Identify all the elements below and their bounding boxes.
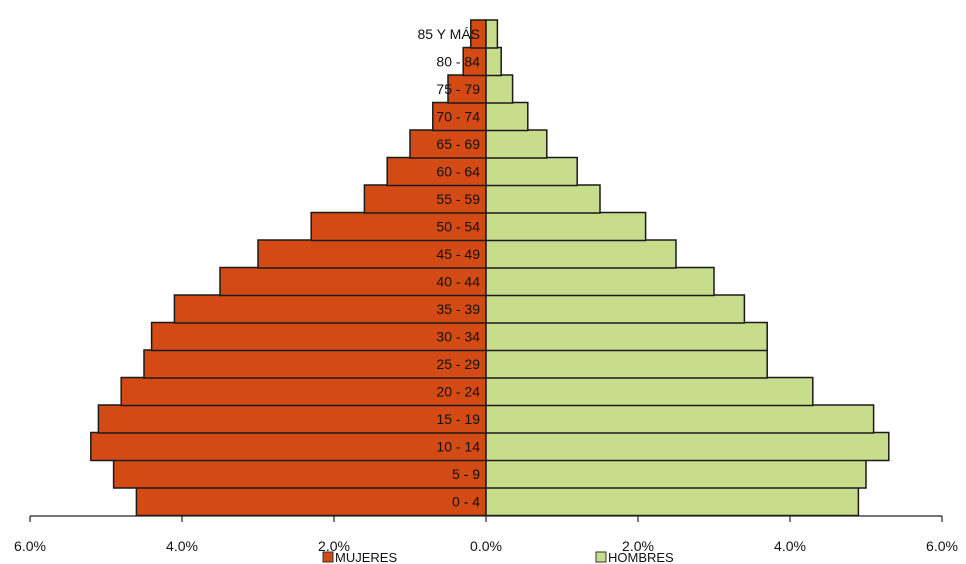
x-axis-ticks: 6.0% 4.0% 2.0% 0.0% 2.0% 4.0% 6.0% <box>14 516 958 554</box>
bar-hombres-10 <box>485 211 647 242</box>
bar-mujeres-3 <box>97 404 487 434</box>
bar-hombres-14 <box>485 101 529 132</box>
bar-mujeres-4 <box>120 376 487 407</box>
bar-hombres-5 <box>485 349 768 379</box>
bar-mujeres-14 <box>432 101 487 132</box>
bar-hombres-0 <box>485 486 860 517</box>
bar-mujeres-5 <box>143 349 487 379</box>
x-tick-label-0: 6.0% <box>14 538 46 554</box>
bar-hombres-6 <box>485 321 768 352</box>
bar-hombres-1 <box>485 459 867 489</box>
age-label-3: 15 - 19 <box>436 411 480 427</box>
x-tick-label-5: 4.0% <box>774 538 806 554</box>
bar-hombres-11 <box>485 184 601 214</box>
age-label-13: 65 - 69 <box>436 136 480 152</box>
bar-mujeres-11 <box>363 184 487 214</box>
age-label-16: 80 - 84 <box>436 53 480 69</box>
age-label-10: 50 - 54 <box>436 218 480 234</box>
legend-swatch-hombres <box>595 551 607 563</box>
bar-mujeres-12 <box>386 156 487 187</box>
bar-hombres-17 <box>485 19 499 49</box>
legend-swatch-mujeres <box>322 551 334 563</box>
age-label-6: 30 - 34 <box>436 328 480 344</box>
age-label-1: 5 - 9 <box>452 466 480 482</box>
x-tick-label-4: 2.0% <box>622 538 654 554</box>
age-label-15: 75 - 79 <box>436 81 480 97</box>
age-label-7: 35 - 39 <box>436 301 480 317</box>
bar-hombres-3 <box>485 404 875 434</box>
bar-mujeres-13 <box>409 129 487 159</box>
age-label-2: 10 - 14 <box>436 438 480 454</box>
bar-hombres-4 <box>485 376 814 407</box>
age-label-0: 0 - 4 <box>452 493 480 509</box>
bar-mujeres-6 <box>150 321 487 352</box>
age-label-12: 60 - 64 <box>436 163 480 179</box>
bar-hombres-13 <box>485 129 548 159</box>
bar-mujeres-15 <box>447 74 487 104</box>
age-group-labels: 0 - 4 5 - 9 10 - 14 15 - 19 20 - 24 25 - 29 30… <box>417 26 480 510</box>
bar-hombres-9 <box>485 239 677 269</box>
bar-mujeres-2 <box>90 431 487 462</box>
x-tick-label-2: 2.0% <box>318 538 350 554</box>
bar-mujeres-10 <box>310 211 487 242</box>
x-tick-label-3: 0.0% <box>470 538 502 554</box>
bar-mujeres-1 <box>112 459 487 489</box>
age-label-8: 40 - 44 <box>436 273 480 289</box>
bar-hombres-2 <box>485 431 890 462</box>
bar-hombres-7 <box>485 294 746 324</box>
bar-mujeres-0 <box>135 486 487 517</box>
x-tick-label-1: 4.0% <box>166 538 198 554</box>
age-label-5: 25 - 29 <box>436 356 480 372</box>
age-label-17: 85 Y MÁS <box>417 26 480 42</box>
mujeres-bars <box>90 19 487 517</box>
legend-label-hombres: HOMBRES <box>608 550 674 564</box>
legend: MUJERES HOMBRES <box>322 550 674 564</box>
age-label-11: 55 - 59 <box>436 191 480 207</box>
age-label-14: 70 - 74 <box>436 108 480 124</box>
legend-label-mujeres: MUJERES <box>335 550 397 564</box>
age-label-4: 20 - 24 <box>436 383 480 399</box>
x-tick-label-6: 6.0% <box>926 538 958 554</box>
bar-hombres-12 <box>485 156 578 187</box>
bar-hombres-15 <box>485 74 514 104</box>
bar-hombres-8 <box>485 266 715 297</box>
bar-mujeres-7 <box>173 294 487 324</box>
age-label-9: 45 - 49 <box>436 246 480 262</box>
bar-hombres-16 <box>485 46 502 77</box>
hombres-bars <box>485 19 890 517</box>
